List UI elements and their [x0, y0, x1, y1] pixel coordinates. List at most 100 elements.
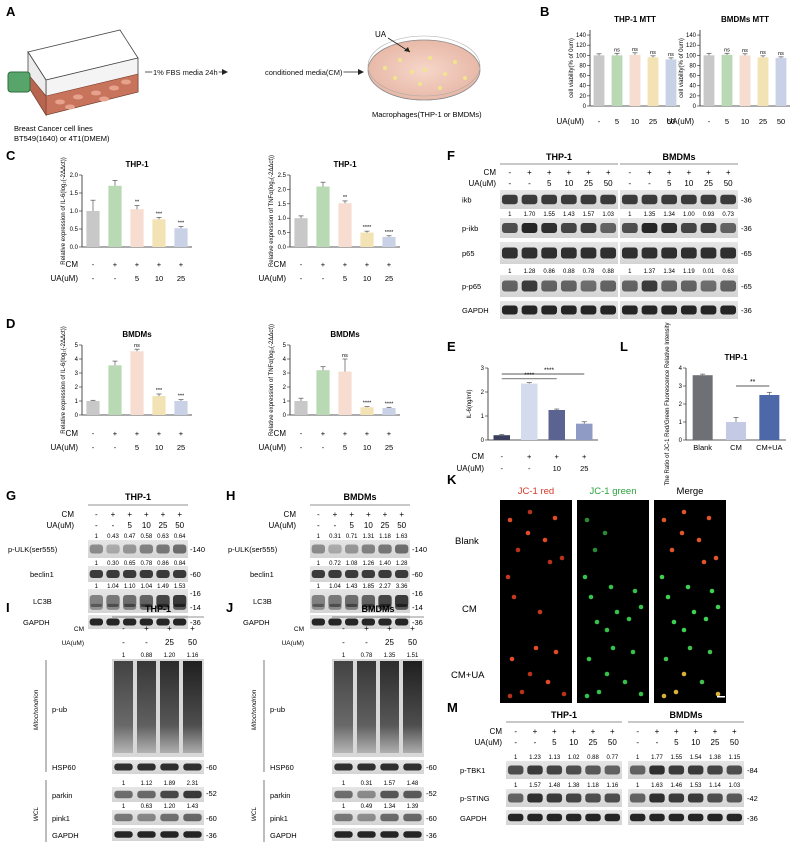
k-row-cm: CM [462, 604, 477, 615]
ua-row-label: UA(uM) [268, 521, 296, 530]
y-tick-label: 0 [693, 104, 697, 110]
cell-lines-label: Breast Cancer cell lines [14, 124, 93, 133]
band-label: p-ub [52, 705, 67, 714]
y-tick-label: 140 [686, 33, 697, 39]
y-tick-label: 2.5 [278, 173, 287, 179]
band [501, 247, 518, 259]
band [661, 194, 678, 205]
quant-value: 0.88 [602, 269, 614, 275]
quant-value: 1.89 [164, 781, 176, 787]
ua-value: 5 [349, 521, 354, 530]
band [361, 618, 375, 626]
cell-signal [604, 627, 610, 633]
band [720, 194, 737, 205]
cm-value: + [655, 727, 660, 736]
blot-m: THP-1 BMDMs CM UA(uM) - + + + + + - - 5 10 25 50 - + + + + + -… [460, 710, 758, 825]
cm-value: + [586, 168, 591, 177]
band [661, 223, 678, 233]
tile-background [654, 634, 726, 703]
ua-row-label: UA(uM) [258, 274, 286, 283]
y-axis-label: The Ratio of JC-1 Red/Green Fluorescence… [665, 322, 671, 485]
k-row-cm-ua: CM+UA [451, 670, 485, 681]
band [380, 813, 399, 822]
quant-value: 1 [636, 755, 640, 761]
tile-background [577, 567, 649, 636]
band [139, 618, 153, 626]
smear-lane [403, 661, 422, 753]
band-label: GAPDH [23, 618, 50, 627]
bar [316, 186, 330, 247]
quant-value: 1.53 [174, 584, 186, 590]
cm-value: + [399, 510, 404, 519]
cell-signal [561, 691, 567, 697]
band-label: pink1 [52, 814, 70, 823]
kda-label: -60 [206, 763, 217, 772]
y-axis-label: cell viability(% of 0um) [679, 38, 685, 98]
band [641, 247, 658, 259]
bar [665, 59, 677, 106]
band-label: p-ULK(ser555) [8, 545, 58, 554]
quant-value: 0.88 [587, 755, 599, 761]
band-label: HSP60 [270, 763, 294, 772]
sig-label: *** [156, 388, 163, 394]
y-axis-label: Relative expression of TNFα(log₂(-2ΔΔct)… [269, 155, 275, 267]
quant-value: 0.88 [141, 653, 153, 659]
cell-signal [622, 679, 628, 685]
quant-value: 0.63 [157, 534, 169, 540]
y-tick-label: 4 [679, 366, 683, 372]
cell-signal [673, 689, 679, 695]
k-col-jc1-red: JC-1 red [518, 486, 554, 497]
band [521, 223, 538, 233]
sig-label: **** [363, 401, 372, 407]
quant-value: 2.27 [379, 584, 391, 590]
blot-row-p-p65 [500, 275, 618, 297]
band-label: p-p65 [462, 282, 481, 291]
band [541, 305, 558, 315]
band [501, 305, 518, 315]
band [600, 280, 617, 292]
quant-value: 1.19 [683, 269, 695, 275]
x-tick-label: 25 [649, 117, 657, 126]
band [345, 595, 359, 607]
sig-label: ns [724, 47, 730, 53]
cm-value: - [317, 510, 320, 519]
blot-membrane [112, 810, 204, 825]
cm-value: + [349, 510, 354, 519]
cm-value: + [726, 168, 731, 177]
ua-value: 25 [385, 638, 394, 647]
quant-value: 1.04 [329, 584, 341, 590]
quant-value: 1.28 [396, 561, 408, 567]
quant-value: 1.31 [362, 534, 374, 540]
quant-value: 1.04 [140, 584, 152, 590]
band [720, 280, 737, 292]
sig-label: ns [760, 50, 766, 56]
band [361, 595, 375, 607]
kda-label: -36 [741, 196, 752, 205]
blot-membrane [310, 589, 410, 613]
band [403, 831, 422, 838]
band [123, 595, 137, 607]
blot-row-beclin1 [310, 566, 410, 582]
cm-value: + [527, 168, 532, 177]
cell-signal [533, 645, 539, 651]
ua-value: 25 [584, 179, 593, 188]
quant-value: 1.16 [606, 783, 618, 789]
cell-signal [545, 679, 551, 685]
quant-value: 0.78 [361, 653, 373, 659]
band [345, 603, 359, 610]
x-tick-label: CM [730, 443, 742, 452]
y-tick-label: 0 [75, 413, 79, 419]
ua-value: - [342, 638, 345, 647]
quant-value: 1.37 [644, 269, 656, 275]
band [328, 603, 342, 610]
ua-value: 25 [704, 179, 713, 188]
quant-value: 1.77 [651, 755, 663, 761]
band [649, 813, 665, 822]
quant-value: 1.38 [709, 755, 721, 761]
quant-value: 1.51 [407, 653, 419, 659]
ua-value: 25 [177, 274, 185, 283]
band [521, 194, 538, 205]
microscopy-tile [654, 500, 726, 569]
ua-value: - [145, 638, 148, 647]
